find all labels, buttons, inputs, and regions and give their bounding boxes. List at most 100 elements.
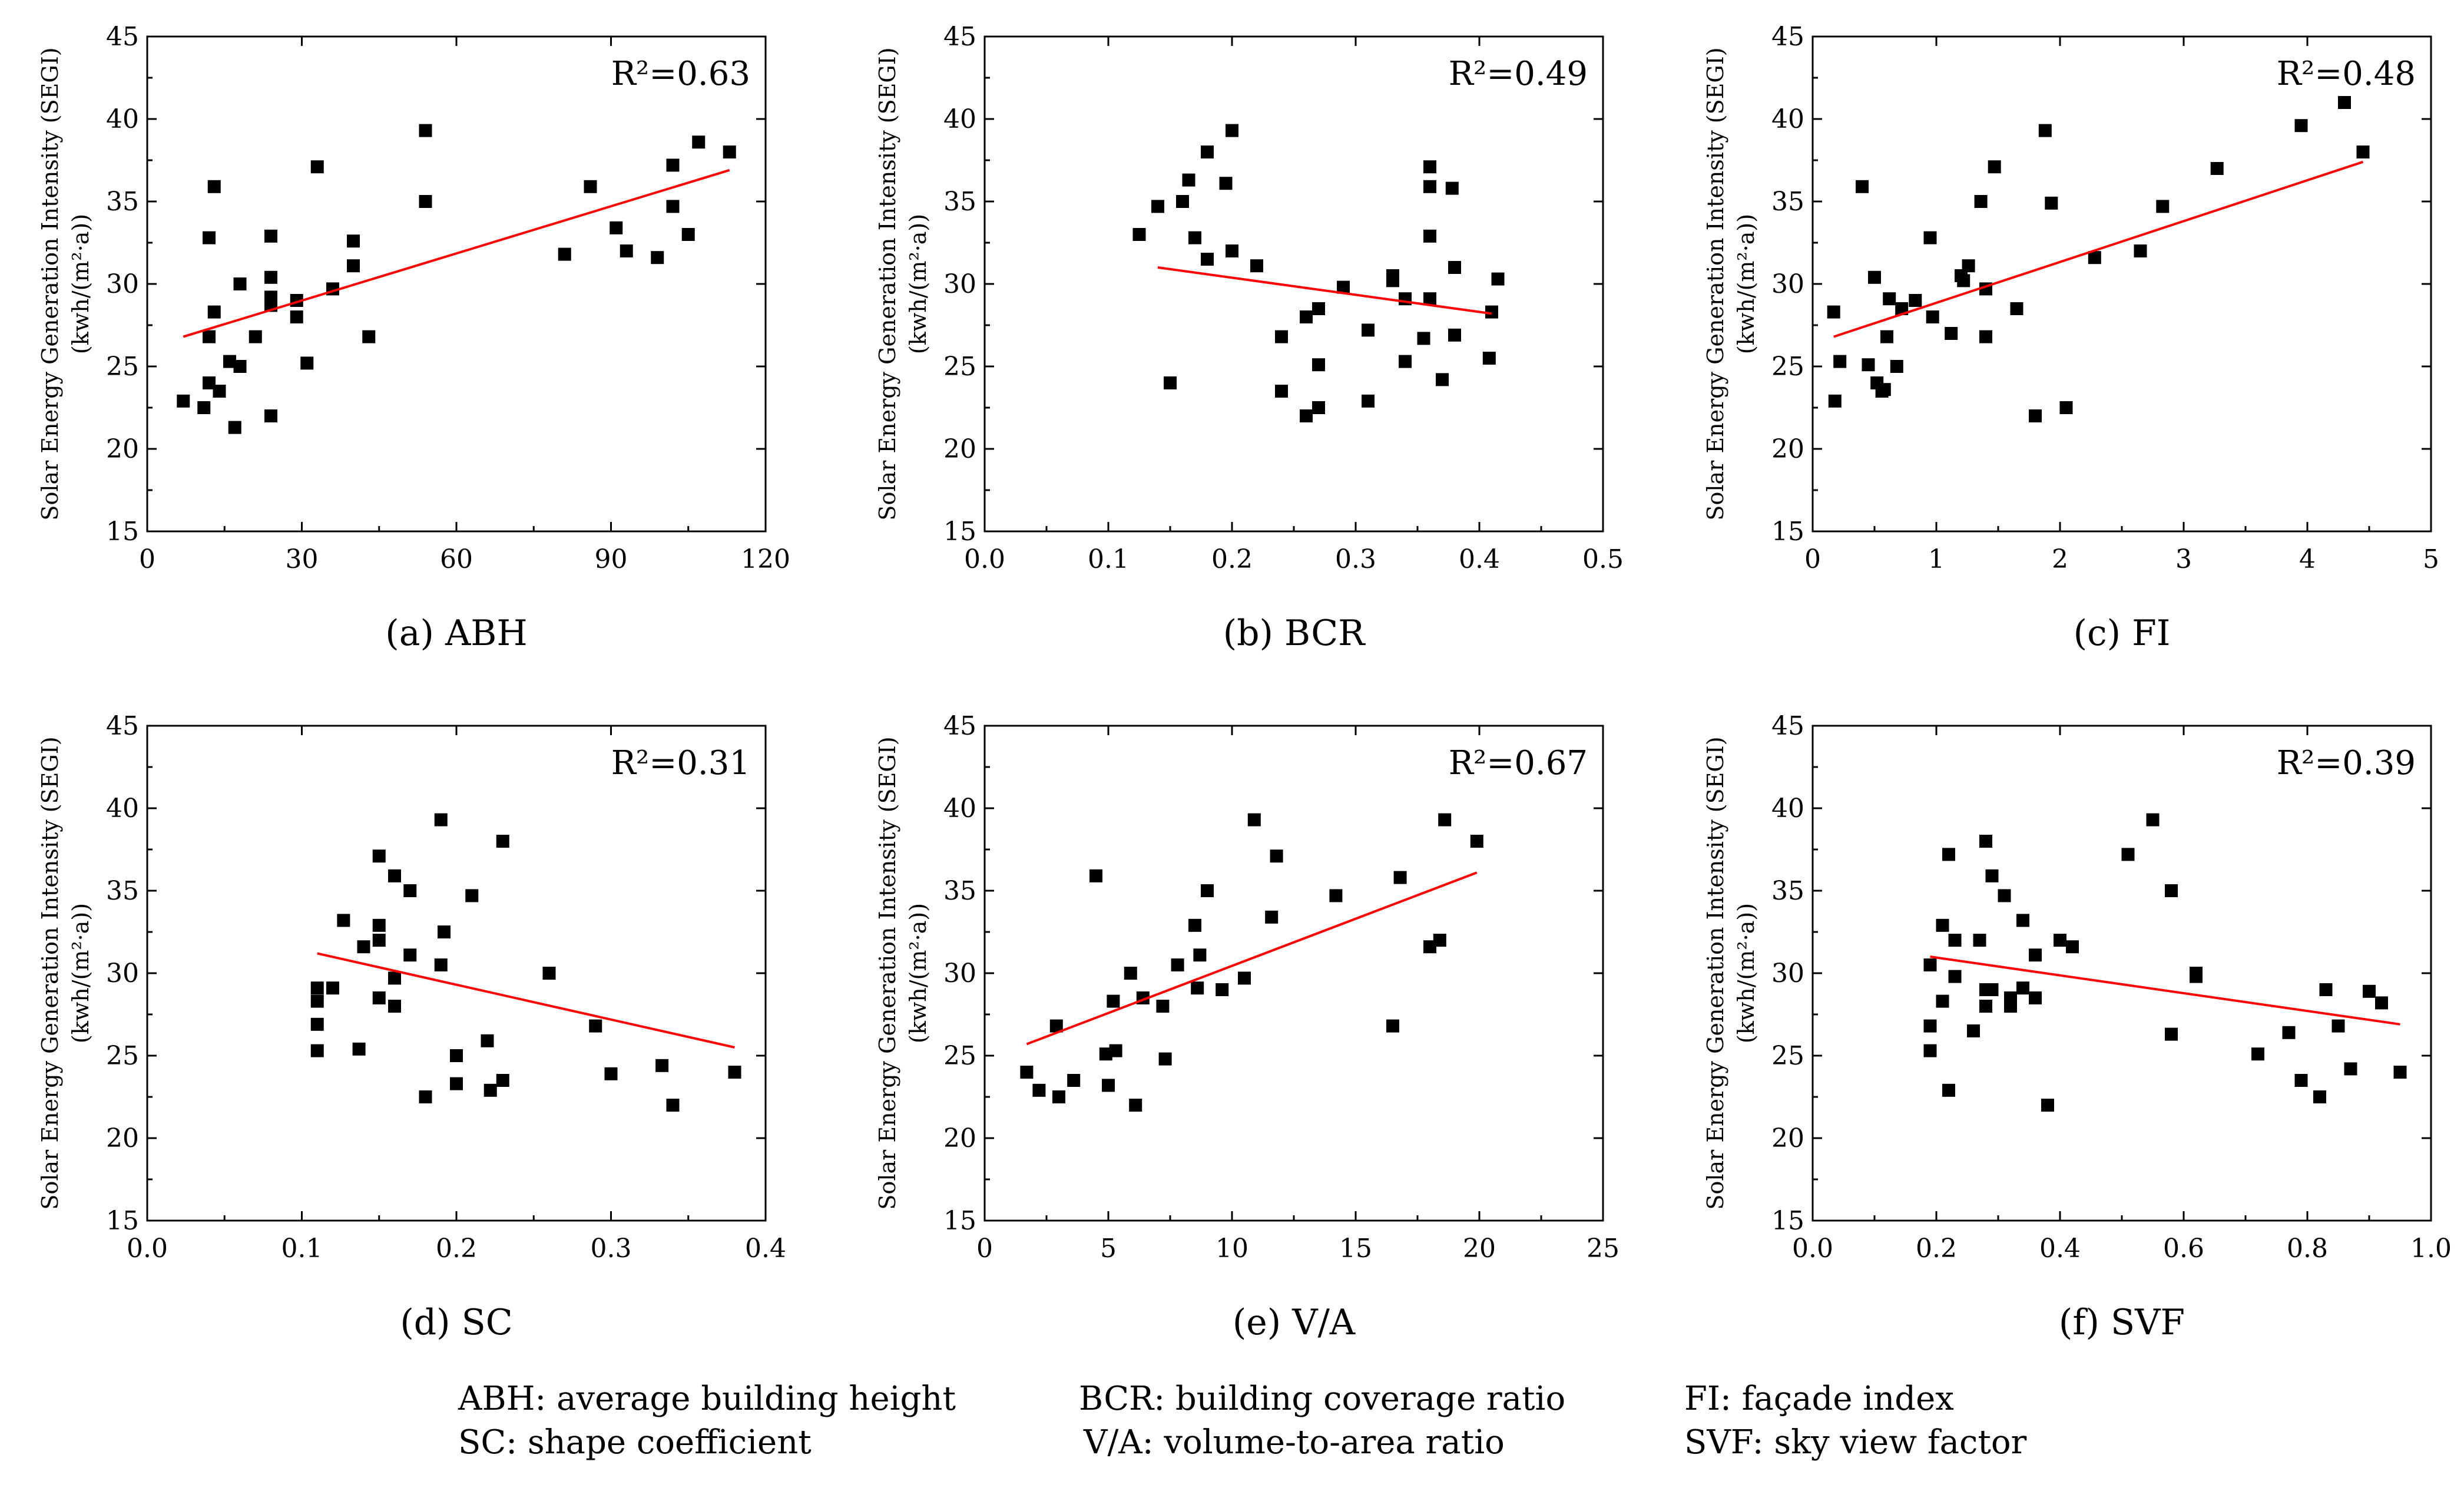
y-tick-label: 15 (1771, 1206, 1804, 1236)
x-tick-label: 0.0 (127, 1234, 168, 1264)
data-point (666, 200, 680, 213)
y-tick-label: 25 (943, 1041, 976, 1071)
y-axis-label: Solar Energy Generation Intensity (SEGI) (1703, 736, 1728, 1209)
data-point (310, 1017, 324, 1031)
data-point (2190, 970, 2203, 983)
y-tick-label: 30 (943, 269, 976, 299)
data-point (481, 1034, 494, 1047)
chart-caption: (b) BCR (1223, 613, 1366, 654)
r-squared-label: R²=0.48 (2277, 55, 2416, 93)
data-point (1438, 813, 1452, 827)
x-tick-label: 10 (1216, 1234, 1248, 1264)
x-tick-label: 0 (1804, 544, 1821, 574)
x-tick-label: 120 (741, 544, 790, 574)
fit-line (1157, 266, 1492, 315)
x-tick-label: 15 (1339, 1234, 1372, 1264)
data-point (1102, 1079, 1115, 1092)
x-tick-label: 0.6 (2163, 1234, 2204, 1264)
data-point (2282, 1026, 2296, 1039)
data-point (1176, 195, 1189, 208)
fit-line (183, 168, 730, 338)
data-point (1470, 835, 1483, 848)
x-tick-label: 5 (1100, 1234, 1117, 1264)
y-tick-label: 15 (1771, 517, 1804, 547)
data-point (1909, 294, 1922, 307)
data-point (1238, 971, 1251, 985)
data-point (1895, 302, 1909, 315)
data-point (1312, 401, 1325, 414)
data-point (438, 925, 451, 938)
data-point (1020, 1066, 1034, 1079)
y-tick-label: 35 (1771, 876, 1804, 906)
y-axis-label: Solar Energy Generation Intensity (SEGI) (875, 47, 900, 520)
x-tick-label: 25 (1587, 1234, 1620, 1264)
data-point (2029, 409, 2042, 422)
data-point (2363, 984, 2376, 998)
data-point (604, 1067, 618, 1080)
data-point (300, 356, 314, 370)
data-point (310, 1044, 324, 1057)
y-tick-label: 45 (106, 22, 139, 52)
data-point (681, 228, 695, 241)
data-point (1417, 332, 1430, 345)
y-tick-label: 15 (943, 1206, 976, 1236)
fit-line (1026, 871, 1478, 1046)
data-point (1491, 272, 1505, 286)
data-point (1974, 195, 1988, 208)
x-tick-label: 0 (139, 544, 155, 574)
data-point (1226, 124, 1238, 137)
data-point (1219, 177, 1233, 190)
data-point (1182, 173, 1195, 187)
y-tick-label: 30 (106, 269, 139, 299)
data-point (203, 231, 216, 244)
data-point (1448, 261, 1461, 274)
y-tick-label: 35 (106, 187, 139, 217)
x-tick-label: 0.2 (1211, 544, 1253, 574)
data-point (1250, 259, 1263, 273)
data-point (1193, 948, 1207, 962)
data-point (1868, 270, 1881, 284)
x-tick-label: 0 (976, 1234, 993, 1264)
data-point (1423, 940, 1436, 954)
y-tick-label: 20 (1771, 1123, 1804, 1153)
r-squared-label: R²=0.63 (611, 55, 750, 93)
y-tick-label: 30 (1771, 269, 1804, 299)
y-axis-label: Solar Energy Generation Intensity (SEGI) (37, 47, 63, 520)
data-point (1985, 983, 1999, 996)
data-point (496, 835, 509, 848)
data-point (2038, 124, 2052, 137)
x-tick-label: 0.1 (281, 1234, 323, 1264)
data-point (450, 1077, 463, 1090)
data-point (2041, 1099, 2054, 1112)
data-point (2393, 1066, 2407, 1079)
data-point (372, 934, 386, 947)
plot-frame (1811, 725, 2432, 1222)
data-point (666, 158, 680, 172)
y-tick-label: 20 (106, 1123, 139, 1153)
data-point (310, 981, 324, 995)
data-point (1275, 385, 1288, 398)
data-point (1936, 994, 1949, 1008)
chart-e: 0 5 10 15 20 25 15 20 25 30 35 40 45 Solar Energy Gen… (875, 711, 1620, 1343)
data-point (1436, 373, 1449, 386)
data-point (450, 1049, 463, 1062)
x-tick-label: 30 (286, 544, 319, 574)
y-axis-label: Solar Energy Generation Intensity (SEGI) (1703, 47, 1728, 520)
y-tick-label: 15 (106, 517, 139, 547)
data-point (388, 1000, 401, 1013)
data-point (483, 1083, 497, 1097)
data-point (1979, 1000, 1992, 1013)
data-point (233, 360, 247, 373)
data-point (1201, 253, 1214, 266)
data-point (223, 355, 236, 368)
data-point (2146, 813, 2160, 827)
plot-frame (146, 725, 767, 1222)
data-point (388, 971, 401, 985)
data-point (1948, 934, 1962, 947)
y-tick-label: 30 (1771, 958, 1804, 989)
data-point (337, 914, 350, 927)
data-point (2045, 196, 2058, 210)
y-tick-label: 15 (106, 1206, 139, 1236)
y-tick-label: 45 (943, 22, 976, 52)
data-point (372, 991, 386, 1004)
